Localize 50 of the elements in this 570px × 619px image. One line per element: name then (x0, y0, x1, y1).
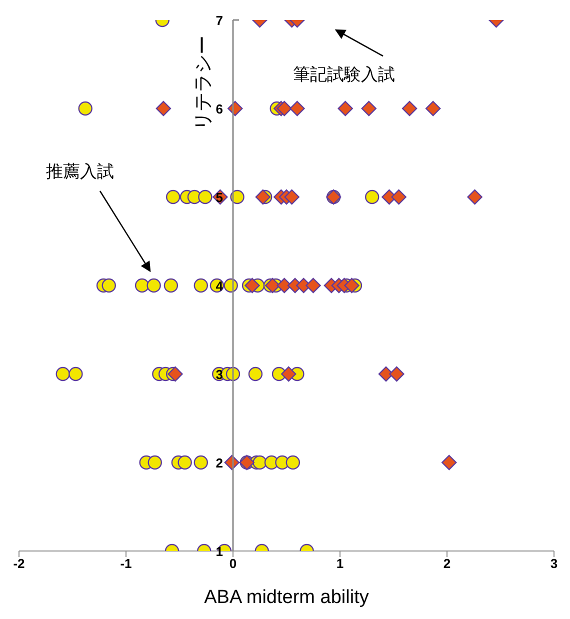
point (194, 455, 208, 470)
point (244, 278, 260, 294)
point (389, 366, 404, 382)
y-tick-label: 4 (216, 278, 224, 294)
point (391, 189, 406, 205)
point (178, 455, 192, 470)
point (78, 101, 92, 116)
point (230, 190, 244, 204)
point (56, 366, 70, 382)
point (344, 278, 360, 294)
point (361, 100, 376, 116)
point (68, 366, 83, 382)
y-axis-title: リテラシー (192, 36, 214, 130)
point (425, 100, 441, 116)
point (102, 278, 116, 293)
x-axis-title: ABA midterm ability (204, 587, 370, 608)
y-tick-label: 7 (216, 13, 223, 28)
point (442, 454, 457, 470)
point (276, 100, 292, 116)
point (148, 455, 162, 470)
point (248, 366, 263, 382)
point (252, 455, 267, 470)
x-tick-label: 0 (229, 556, 237, 572)
point (134, 278, 150, 293)
x-tick-label: -2 (13, 556, 25, 572)
point (284, 189, 300, 205)
point (166, 190, 180, 204)
point (198, 190, 212, 204)
y-tick-label: 5 (216, 190, 223, 205)
annotation: 推薦入試 (46, 161, 114, 183)
x-tick-label: 3 (550, 556, 558, 572)
point (306, 278, 321, 294)
point (255, 189, 271, 205)
point (146, 278, 161, 293)
x-tick-label: 2 (443, 556, 451, 572)
point (156, 100, 172, 116)
point (286, 455, 300, 470)
x-tick-label: 1 (336, 556, 344, 572)
y-tick-label: 2 (216, 456, 223, 470)
point (164, 278, 178, 293)
annotation: 筆記試験入試 (293, 64, 395, 86)
x-tick-label: -1 (120, 556, 132, 572)
point (281, 366, 296, 382)
point (338, 100, 353, 116)
point (365, 190, 380, 204)
y-tick-label: 6 (216, 102, 223, 116)
point (290, 100, 305, 116)
point (402, 100, 418, 116)
point (467, 189, 482, 205)
point (194, 278, 208, 293)
